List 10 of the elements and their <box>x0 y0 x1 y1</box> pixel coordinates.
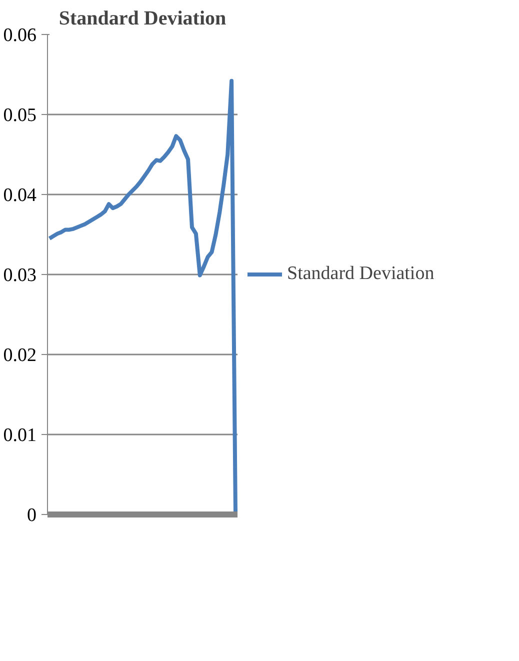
y-tick-label: 0.04 <box>3 185 37 206</box>
legend-label: Standard Deviation <box>287 263 434 285</box>
y-tick-label: 0.05 <box>3 105 36 126</box>
y-tick-label: 0.06 <box>3 25 36 46</box>
y-tick-label: 0.01 <box>3 425 36 446</box>
y-tick-label: 0 <box>27 505 36 526</box>
chart-title: Standard Deviation <box>58 8 226 30</box>
y-tick-label: 0.03 <box>3 265 36 286</box>
y-tick-label: 0.02 <box>3 345 36 366</box>
line-series <box>48 78 238 514</box>
